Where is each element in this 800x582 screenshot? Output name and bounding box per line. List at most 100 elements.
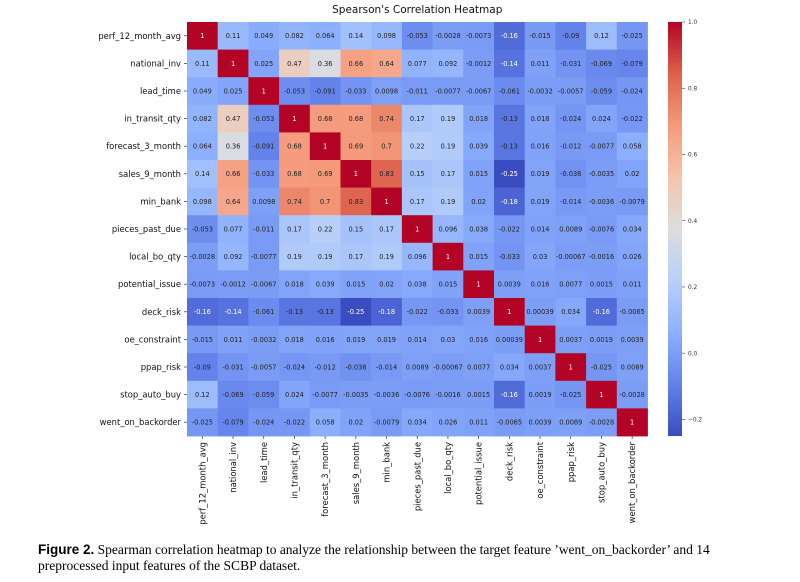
cell-value-label: 1 [200, 32, 204, 40]
cell-value-label: -0.25 [347, 308, 364, 316]
heatmap-cell [494, 132, 526, 161]
heatmap-cell [586, 187, 618, 216]
cell-value-label: 0.12 [195, 391, 210, 399]
heatmap-cell [401, 408, 433, 437]
cell-value-label: 0.83 [349, 198, 364, 206]
cell-value-label: 0.034 [500, 363, 519, 371]
heatmap-cell [524, 353, 556, 382]
cell-value-label: 0.0015 [467, 391, 490, 399]
cell-value-label: 0.096 [439, 225, 458, 233]
heatmap-cell [248, 298, 280, 326]
heatmap-cell [494, 104, 526, 133]
cell-value-label: -0.024 [622, 87, 643, 95]
x-tick-label: stop_auto_buy [596, 442, 606, 503]
y-tick-label: deck_risk [142, 307, 181, 317]
heatmap-cell [524, 215, 556, 244]
cell-value-label: -0.022 [499, 225, 520, 233]
heatmap-cell [555, 215, 587, 244]
heatmap-cell [279, 22, 311, 50]
colorbar-tick-label: 0.0 [688, 351, 698, 357]
heatmap-cell [616, 104, 648, 133]
heatmap-cell [248, 132, 280, 161]
y-tick-label: stop_auto_buy [120, 390, 181, 400]
heatmap-cell [340, 104, 372, 133]
cell-value-label: 0.74 [379, 115, 394, 123]
cell-value-label: 1 [323, 143, 327, 151]
heatmap-cell [217, 22, 249, 50]
heatmap-cell [432, 380, 464, 409]
cell-value-label: 1 [477, 281, 481, 289]
heatmap-cell [371, 215, 403, 244]
cell-value-label: -0.033 [345, 87, 366, 95]
heatmap-cell [187, 187, 219, 216]
heatmap-cell [371, 298, 403, 326]
heatmap-cell [187, 325, 219, 354]
cell-value-label: -0.00067 [433, 363, 463, 371]
heatmap-cell [217, 242, 249, 271]
heatmap-cell [340, 298, 372, 326]
cell-value-label: -0.09 [194, 363, 211, 371]
heatmap-cell [401, 353, 433, 382]
cell-value-label: 0.02 [379, 281, 394, 289]
heatmap-cell [340, 242, 372, 271]
heatmap-cell [463, 187, 495, 216]
cell-value-label: -0.0036 [374, 391, 399, 399]
x-tick-label: local_bo_qty [443, 442, 453, 494]
cell-value-label: -0.061 [253, 308, 274, 316]
heatmap-cell [494, 242, 526, 271]
heatmap-cell [463, 353, 495, 382]
cell-value-label: 0.0019 [529, 391, 552, 399]
heatmap-cell [432, 77, 464, 106]
cell-value-label: 0.0077 [467, 363, 490, 371]
heatmap-cell [616, 380, 648, 409]
cell-value-label: -0.0077 [589, 143, 614, 151]
heatmap-cell [309, 132, 341, 161]
cell-value-label: 0.14 [195, 170, 210, 178]
cell-value-label: 1 [538, 336, 542, 344]
heatmap-cell [494, 215, 526, 244]
cell-value-label: 0.034 [408, 419, 427, 427]
heatmap-cell [248, 160, 280, 188]
colorbar-tick-label: −0.2 [688, 418, 702, 424]
heatmap-cell [432, 160, 464, 188]
cell-value-label: 0.17 [410, 198, 425, 206]
heatmap-cell [463, 380, 495, 409]
cell-value-label: -0.18 [501, 198, 518, 206]
heatmap-cell [494, 380, 526, 409]
heatmap-cell [586, 270, 618, 299]
cell-value-label: -0.059 [253, 391, 274, 399]
x-tick-label: lead_time [259, 442, 269, 483]
heatmap-cell [494, 298, 526, 326]
cell-value-label: -0.079 [622, 60, 643, 68]
heatmap-cell [279, 104, 311, 133]
cell-value-label: 0.0037 [559, 336, 582, 344]
heatmap-cell [432, 353, 464, 382]
cell-value-label: 0.039 [469, 143, 488, 151]
cell-value-label: 0.015 [469, 170, 488, 178]
x-tick-label: potential_issue [474, 442, 484, 505]
cell-value-label: -0.0016 [435, 391, 460, 399]
cell-value-label: 0.049 [254, 32, 273, 40]
cell-value-label: 0.077 [224, 225, 243, 233]
heatmap-cell [555, 187, 587, 216]
cell-value-label: -0.0028 [435, 32, 460, 40]
heatmap-cell [463, 325, 495, 354]
cell-value-label: -0.0076 [589, 225, 614, 233]
heatmap-cell [524, 132, 556, 161]
cell-value-label: -0.015 [529, 32, 550, 40]
heatmap-cell [340, 353, 372, 382]
cell-value-label: 1 [630, 419, 634, 427]
heatmap-cell [340, 132, 372, 161]
y-tick-label: lead_time [140, 86, 181, 96]
cell-value-label: 0.064 [193, 143, 212, 151]
cell-value-label: -0.0079 [374, 419, 399, 427]
heatmap-cell [586, 49, 618, 78]
heatmap-cell [616, 49, 648, 78]
cell-value-label: -0.025 [192, 419, 213, 427]
heatmap-cell [555, 353, 587, 382]
heatmap-cell [248, 270, 280, 299]
heatmap-cell [401, 132, 433, 161]
heatmap-cell [524, 408, 556, 437]
y-tick-label: ppap_risk [141, 362, 181, 372]
heatmap-cell [187, 298, 219, 326]
